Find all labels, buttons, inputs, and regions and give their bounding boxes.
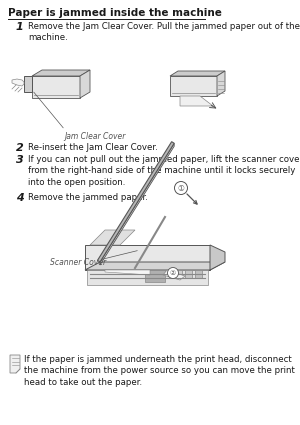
Polygon shape (145, 270, 165, 282)
Text: ②: ② (170, 270, 176, 276)
Polygon shape (170, 76, 217, 96)
Polygon shape (24, 76, 32, 92)
Text: Remove the jammed paper.: Remove the jammed paper. (28, 193, 148, 202)
Text: Re-insert the Jam Clear Cover.: Re-insert the Jam Clear Cover. (28, 143, 158, 152)
Polygon shape (185, 270, 192, 278)
Polygon shape (163, 270, 185, 280)
Polygon shape (90, 230, 135, 245)
Text: Remove the Jam Clear Cover. Pull the jammed paper out of the
machine.: Remove the Jam Clear Cover. Pull the jam… (28, 22, 300, 42)
Polygon shape (100, 143, 174, 265)
Polygon shape (217, 71, 225, 96)
Polygon shape (12, 79, 24, 86)
Polygon shape (195, 270, 202, 278)
Polygon shape (80, 70, 90, 98)
Text: ①: ① (178, 184, 184, 193)
Polygon shape (32, 70, 90, 76)
Polygon shape (85, 262, 225, 270)
Polygon shape (180, 96, 213, 106)
Polygon shape (85, 245, 210, 270)
Text: Paper is jammed inside the machine: Paper is jammed inside the machine (8, 8, 222, 18)
Polygon shape (210, 245, 225, 270)
Polygon shape (98, 142, 174, 262)
Text: Scanner Cover: Scanner Cover (50, 258, 106, 267)
Polygon shape (32, 76, 80, 98)
Polygon shape (10, 355, 20, 373)
Circle shape (175, 181, 188, 195)
Text: 2: 2 (16, 143, 24, 153)
Text: If you can not pull out the jammed paper, lift the scanner cover
from the right-: If you can not pull out the jammed paper… (28, 155, 300, 187)
Polygon shape (175, 270, 182, 278)
Text: If the paper is jammed underneath the print head, disconnect
the machine from th: If the paper is jammed underneath the pr… (24, 355, 295, 387)
Polygon shape (170, 71, 225, 76)
Text: 3: 3 (16, 155, 24, 165)
Text: Jam Clear Cover: Jam Clear Cover (64, 132, 126, 141)
Text: 4: 4 (16, 193, 24, 203)
Text: 1: 1 (16, 22, 24, 32)
Polygon shape (105, 270, 150, 275)
Polygon shape (87, 270, 208, 285)
Circle shape (167, 267, 178, 278)
